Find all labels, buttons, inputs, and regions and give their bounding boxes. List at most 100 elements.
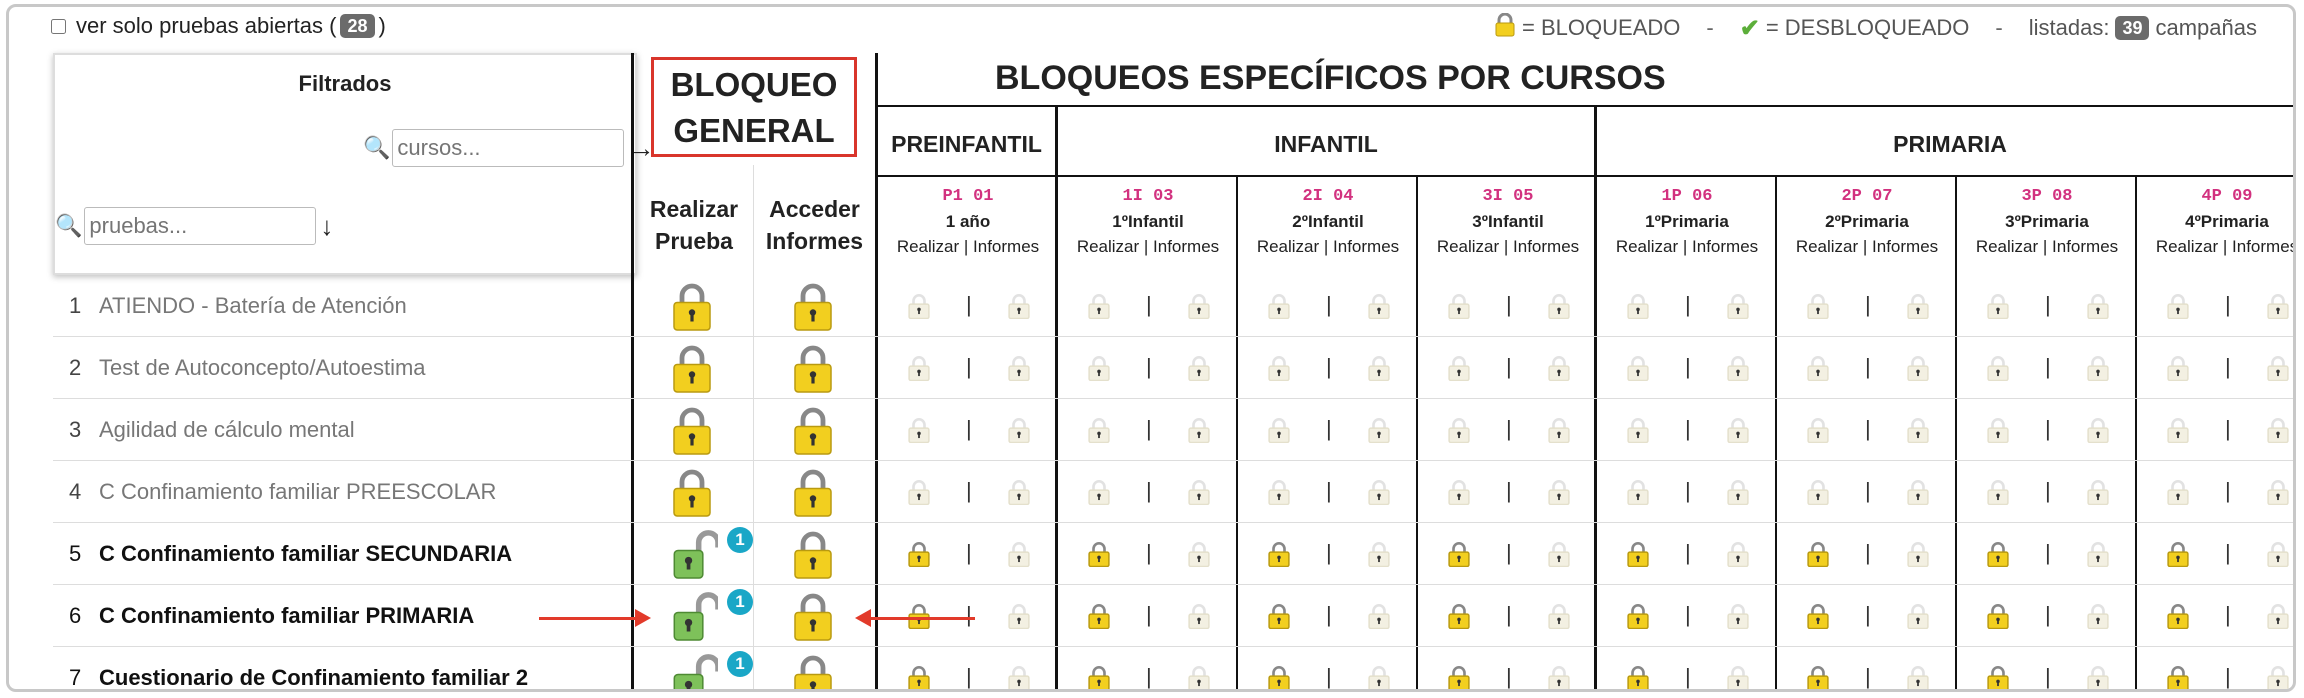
lock-icon[interactable] — [672, 467, 712, 522]
lock-icon[interactable] — [1807, 603, 1829, 634]
test-title[interactable]: ATIENDO - Batería de Atención — [99, 293, 407, 318]
lock-icon[interactable] — [2267, 355, 2289, 386]
lock-icon[interactable] — [1368, 479, 1390, 510]
lock-icon[interactable] — [1727, 417, 1749, 448]
lock-icon[interactable] — [1727, 541, 1749, 572]
lock-icon[interactable] — [1907, 665, 1929, 689]
lock-icon[interactable] — [1987, 665, 2009, 689]
lock-icon[interactable] — [2087, 417, 2109, 448]
lock-icon[interactable] — [1448, 541, 1470, 572]
open-tests-checkbox[interactable] — [51, 18, 66, 34]
lock-icon[interactable] — [908, 541, 930, 572]
test-title[interactable]: Agilidad de cálculo mental — [99, 417, 355, 442]
lock-icon[interactable] — [672, 405, 712, 460]
table-row[interactable]: 4 C Confinamiento familiar PREESCOLAR — [53, 461, 2293, 523]
lock-icon[interactable] — [2087, 603, 2109, 634]
lock-icon[interactable] — [908, 479, 930, 510]
lock-icon[interactable] — [1008, 603, 1030, 634]
lock-icon[interactable] — [2087, 479, 2109, 510]
lock-icon[interactable] — [1548, 541, 1570, 572]
lock-icon[interactable] — [1008, 541, 1030, 572]
lock-icon[interactable] — [1727, 479, 1749, 510]
lock-icon[interactable] — [2267, 665, 2289, 689]
lock-icon[interactable] — [1268, 603, 1290, 634]
lock-icon[interactable] — [672, 343, 712, 398]
lock-icon[interactable] — [1548, 603, 1570, 634]
lock-icon[interactable] — [1368, 665, 1390, 689]
lock-icon[interactable] — [1268, 665, 1290, 689]
lock-icon[interactable] — [1268, 293, 1290, 324]
test-title[interactable]: Cuestionario de Confinamiento familiar 2 — [99, 665, 529, 690]
lock-icon[interactable] — [1268, 417, 1290, 448]
lock-icon[interactable] — [1088, 355, 1110, 386]
lock-icon[interactable] — [1188, 665, 1210, 689]
table-row[interactable]: 1 ATIENDO - Batería de Atención — [53, 275, 2293, 337]
lock-icon[interactable] — [1627, 293, 1649, 324]
lock-icon[interactable] — [2167, 665, 2189, 689]
lock-icon[interactable] — [1987, 417, 2009, 448]
lock-icon[interactable] — [1188, 541, 1210, 572]
lock-icon[interactable] — [793, 529, 833, 584]
table-row[interactable]: 5 C Confinamiento familiar SECUNDARIA — [53, 523, 2293, 585]
lock-icon[interactable] — [1807, 417, 1829, 448]
table-row[interactable]: 2 Test de Autoconcepto/Autoestima — [53, 337, 2293, 399]
lock-icon[interactable] — [2267, 293, 2289, 324]
lock-icon[interactable] — [1188, 479, 1210, 510]
lock-icon[interactable] — [1907, 355, 1929, 386]
lock-icon[interactable] — [1807, 355, 1829, 386]
table-row[interactable]: 7 Cuestionario de Confinamiento familiar … — [53, 647, 2293, 690]
lock-icon[interactable] — [1188, 417, 1210, 448]
lock-icon[interactable] — [2087, 355, 2109, 386]
lock-icon[interactable] — [1727, 355, 1749, 386]
lock-icon[interactable] — [1008, 479, 1030, 510]
lock-icon[interactable] — [2087, 293, 2109, 324]
lock-icon[interactable] — [1548, 355, 1570, 386]
lock-icon[interactable] — [1807, 479, 1829, 510]
lock-icon[interactable] — [1548, 479, 1570, 510]
lock-icon[interactable] — [2087, 541, 2109, 572]
lock-icon[interactable] — [1368, 541, 1390, 572]
lock-icon[interactable] — [1448, 603, 1470, 634]
lock-icon[interactable] — [1548, 665, 1570, 689]
lock-icon[interactable] — [793, 281, 833, 336]
lock-icon[interactable] — [1088, 603, 1110, 634]
test-title[interactable]: C Confinamiento familiar PREESCOLAR — [99, 479, 497, 504]
tests-search-input[interactable] — [84, 207, 317, 245]
lock-icon[interactable] — [1268, 355, 1290, 386]
lock-icon[interactable] — [1987, 541, 2009, 572]
lock-icon[interactable] — [1987, 603, 2009, 634]
lock-icon[interactable] — [1987, 479, 2009, 510]
lock-icon[interactable] — [1008, 665, 1030, 689]
table-row[interactable]: 3 Agilidad de cálculo mental — [53, 399, 2293, 461]
lock-icon[interactable] — [1448, 417, 1470, 448]
lock-icon[interactable] — [2167, 417, 2189, 448]
lock-icon[interactable] — [1627, 541, 1649, 572]
lock-icon[interactable] — [908, 293, 930, 324]
courses-search-input[interactable] — [392, 129, 625, 167]
lock-icon[interactable] — [1807, 541, 1829, 572]
test-title[interactable]: Test de Autoconcepto/Autoestima — [99, 355, 426, 380]
lock-icon[interactable] — [1907, 417, 1929, 448]
lock-icon[interactable] — [908, 665, 930, 689]
lock-icon[interactable] — [908, 417, 930, 448]
lock-icon[interactable] — [1548, 293, 1570, 324]
lock-icon[interactable] — [1088, 417, 1110, 448]
lock-icon[interactable] — [1907, 293, 1929, 324]
lock-icon[interactable] — [1627, 417, 1649, 448]
lock-icon[interactable] — [793, 467, 833, 522]
lock-icon[interactable] — [1627, 479, 1649, 510]
arrow-down-icon[interactable]: ↓ — [320, 210, 334, 241]
lock-icon[interactable] — [1907, 603, 1929, 634]
lock-icon[interactable] — [1088, 665, 1110, 689]
lock-icon[interactable] — [1088, 541, 1110, 572]
lock-icon[interactable] — [1088, 479, 1110, 510]
lock-icon[interactable] — [2267, 541, 2289, 572]
lock-icon[interactable] — [1368, 293, 1390, 324]
lock-icon[interactable] — [1368, 355, 1390, 386]
lock-icon[interactable] — [793, 405, 833, 460]
lock-icon[interactable] — [1188, 603, 1210, 634]
lock-icon[interactable] — [2167, 603, 2189, 634]
lock-icon[interactable] — [793, 343, 833, 398]
lock-icon[interactable] — [1627, 665, 1649, 689]
lock-icon[interactable] — [2267, 479, 2289, 510]
